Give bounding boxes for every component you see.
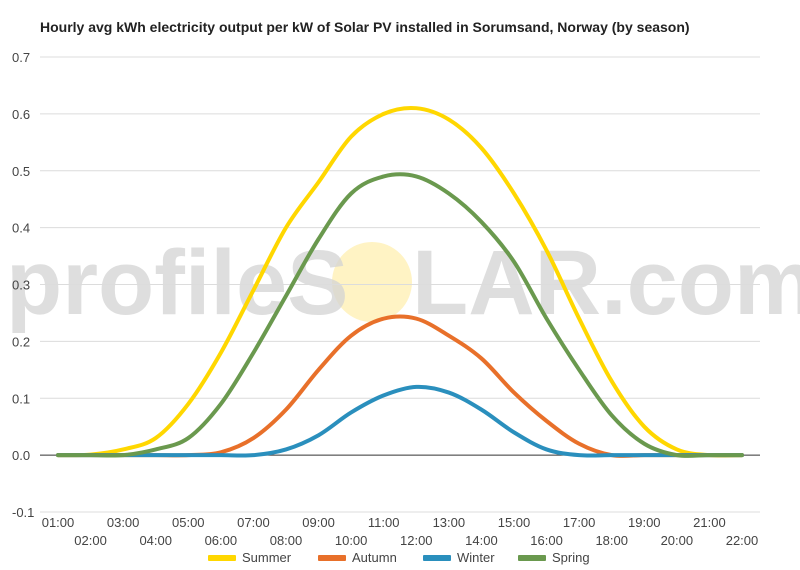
x-tick-label: 01:00: [42, 515, 75, 530]
series-line-spring: [56, 172, 744, 458]
watermark-text-left: profileS: [6, 232, 348, 334]
x-tick-label: 15:00: [498, 515, 531, 530]
x-tick-label: 19:00: [628, 515, 661, 530]
x-tick-label: 09:00: [302, 515, 335, 530]
legend-swatch: [318, 555, 346, 561]
legend-label: Winter: [457, 550, 495, 565]
y-tick-label: 0.5: [12, 164, 30, 179]
legend-swatch: [208, 555, 236, 561]
legend: Summer Autumn Winter Spring: [208, 550, 590, 565]
x-tick-label: 22:00: [726, 533, 759, 548]
x-tick-label: 20:00: [661, 533, 694, 548]
x-tick-label: 10:00: [335, 533, 368, 548]
watermark: profileS LAR.com: [6, 232, 800, 334]
chart-title: Hourly avg kWh electricity output per kW…: [40, 19, 690, 35]
y-tick-label: -0.1: [12, 505, 34, 520]
watermark-text-right: LAR.com: [412, 232, 800, 334]
y-axis: -0.1 0.0 0.1 0.2 0.3 0.4 0.5 0.6 0.7: [12, 50, 34, 520]
legend-item-spring[interactable]: Spring: [518, 550, 590, 565]
x-tick-label: 08:00: [270, 533, 303, 548]
x-tick-label: 13:00: [433, 515, 466, 530]
legend-item-autumn[interactable]: Autumn: [318, 550, 397, 565]
x-tick-label: 04:00: [139, 533, 172, 548]
x-tick-label: 06:00: [205, 533, 238, 548]
y-tick-label: 0.4: [12, 221, 30, 236]
legend-swatch: [423, 555, 451, 561]
x-tick-label: 07:00: [237, 515, 270, 530]
legend-swatch: [518, 555, 546, 561]
x-tick-label: 18:00: [595, 533, 628, 548]
x-tick-label: 02:00: [74, 533, 107, 548]
x-tick-label: 21:00: [693, 515, 726, 530]
x-tick-label: 12:00: [400, 533, 433, 548]
x-tick-label: 17:00: [563, 515, 596, 530]
y-tick-label: 0.1: [12, 391, 30, 406]
y-tick-label: 0.3: [12, 278, 30, 293]
y-tick-label: 0.2: [12, 334, 30, 349]
legend-label: Autumn: [352, 550, 397, 565]
legend-label: Summer: [242, 550, 292, 565]
y-tick-label: 0.0: [12, 448, 30, 463]
series-line-winter: [56, 384, 744, 458]
series-line-summer: [56, 105, 744, 458]
x-tick-label: 05:00: [172, 515, 205, 530]
watermark-sun-icon: [332, 242, 412, 322]
y-tick-label: 0.7: [12, 50, 30, 65]
legend-item-summer[interactable]: Summer: [208, 550, 292, 565]
x-tick-label: 16:00: [530, 533, 563, 548]
legend-label: Spring: [552, 550, 590, 565]
x-tick-label: 11:00: [368, 515, 400, 530]
x-tick-label: 14:00: [465, 533, 498, 548]
x-tick-label: 03:00: [107, 515, 140, 530]
series-lines: [56, 105, 744, 458]
legend-item-winter[interactable]: Winter: [423, 550, 495, 565]
y-tick-label: 0.6: [12, 107, 30, 122]
